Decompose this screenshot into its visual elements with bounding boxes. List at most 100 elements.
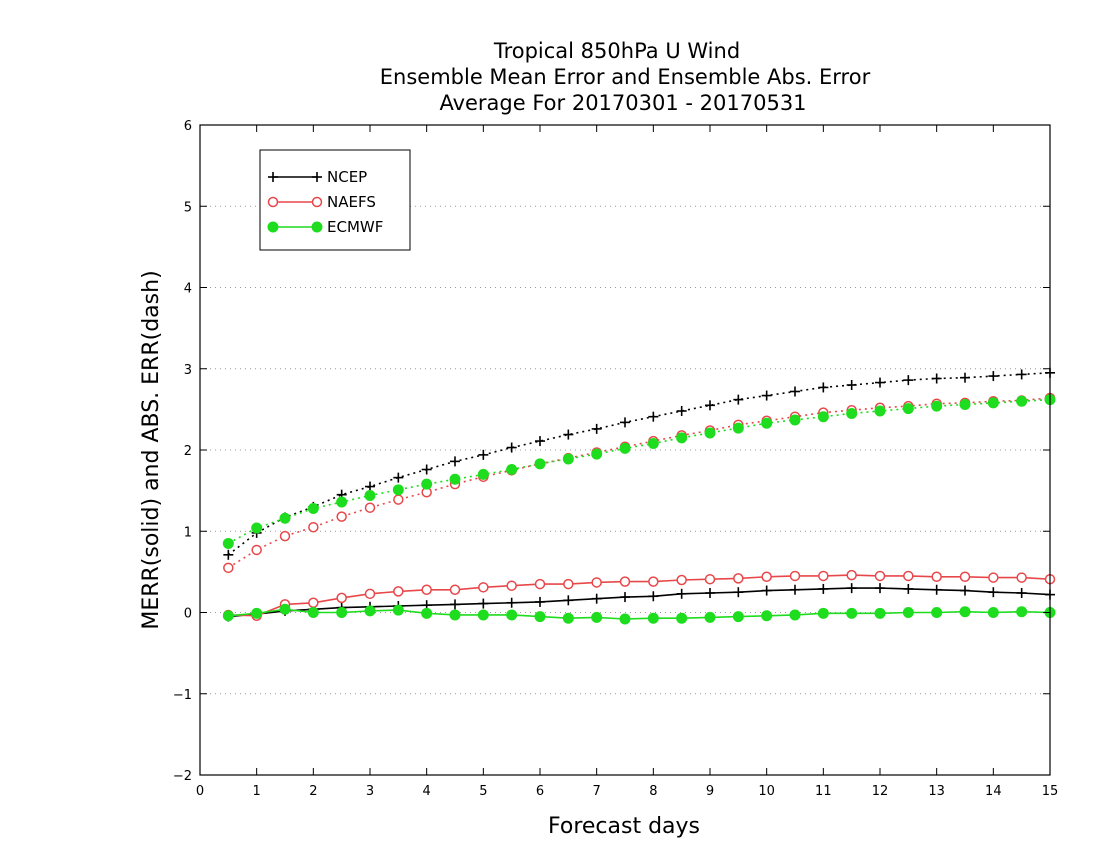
ecmwf-abs-error-series — [222, 394, 1056, 549]
ncep-data-point — [535, 436, 545, 447]
ecmwf-data-point — [676, 432, 688, 444]
ecmwf-data-point — [789, 609, 801, 621]
naefs-data-point — [931, 571, 942, 582]
ecmwf-data-point — [506, 464, 518, 475]
y-tick-label: 0 — [184, 607, 192, 622]
legend-item-ecmwf: ECMWF — [267, 218, 383, 236]
ncep-data-point — [790, 584, 800, 595]
ncep-data-point — [620, 417, 630, 428]
ecmwf-data-point — [534, 611, 546, 623]
x-tick-label: 8 — [649, 784, 657, 799]
ncep-data-point — [875, 377, 885, 388]
x-tick-label: 3 — [366, 784, 374, 799]
ncep-mean-error-series — [223, 583, 1055, 622]
ecmwf-data-point — [392, 484, 404, 496]
ncep-data-point — [846, 380, 857, 390]
ncep-data-point — [421, 464, 432, 475]
ecmwf-data-point — [902, 403, 914, 415]
x-tick-label: 12 — [872, 784, 889, 799]
ecmwf-data-point — [959, 606, 971, 618]
ecmwf-data-point — [222, 610, 234, 622]
ecmwf-data-point — [279, 512, 291, 524]
ecmwf-data-point — [931, 400, 943, 412]
y-tick-label: 4 — [184, 282, 192, 297]
y-tick-label: −1 — [173, 688, 192, 703]
legend-label-ncep: NCEP — [327, 168, 367, 186]
ecmwf-data-point — [222, 537, 234, 549]
naefs-data-point — [251, 544, 262, 556]
ncep-data-point — [648, 411, 659, 422]
ecmwf-mean-error-line — [228, 608, 1051, 620]
ecmwf-data-point — [846, 407, 858, 419]
ncep-abs-error-series — [223, 367, 1055, 560]
legend-marker-left — [268, 172, 278, 182]
x-tick-label: 14 — [985, 784, 1002, 799]
ecmwf-data-point — [562, 612, 574, 624]
naefs-data-point — [421, 584, 432, 595]
naefs-data-point — [704, 573, 716, 585]
ncep-data-point — [960, 585, 970, 596]
chart-title-line-3: Average For 20170301 - 20170531 — [439, 91, 806, 115]
legend-item-naefs: NAEFS — [267, 193, 376, 211]
ncep-data-point — [676, 406, 687, 416]
x-tick-label: 7 — [593, 784, 601, 799]
ecmwf-data-point — [676, 612, 688, 624]
x-axis-label: Forecast days — [548, 814, 700, 839]
naefs-data-point — [619, 576, 631, 587]
ecmwf-data-point — [817, 411, 829, 423]
ncep-data-point — [676, 588, 687, 599]
ncep-data-point — [591, 593, 602, 604]
naefs-data-point — [279, 530, 291, 542]
ecmwf-data-point — [477, 468, 489, 480]
ecmwf-mean-error-series — [222, 603, 1056, 625]
naefs-data-point — [988, 572, 999, 583]
legend: NCEP NAEFS ECMWF — [259, 149, 411, 251]
legend-marker-left — [267, 196, 279, 208]
y-axis-label: MERR(solid) and ABS. ERR(dash) — [139, 270, 164, 629]
chart-title: Tropical 850hPa U Wind Ensemble Mean Err… — [380, 39, 871, 115]
ncep-data-point — [620, 592, 630, 603]
ecmwf-data-point — [449, 473, 461, 485]
naefs-data-point — [591, 577, 602, 588]
naefs-data-point — [506, 580, 517, 591]
y-tick-label: −2 — [173, 769, 192, 784]
ncep-data-point — [450, 599, 460, 610]
ncep-data-point — [450, 456, 460, 467]
ecmwf-data-point — [336, 607, 348, 618]
ecmwf-data-point — [987, 397, 999, 409]
ncep-data-point — [563, 595, 574, 606]
ncep-data-point — [365, 481, 375, 492]
ecmwf-data-point — [449, 609, 461, 621]
ecmwf-data-point — [732, 422, 744, 434]
ncep-data-point — [478, 449, 489, 460]
ncep-data-point — [393, 472, 404, 483]
ncep-data-point — [733, 587, 744, 598]
ecmwf-data-point — [591, 611, 603, 623]
ecmwf-data-point — [874, 607, 886, 619]
ecmwf-data-point — [534, 458, 546, 470]
naefs-data-point — [223, 562, 234, 574]
legend-marker-right — [312, 172, 322, 182]
ncep-data-point — [506, 597, 517, 608]
y-tick-label: 5 — [184, 200, 192, 215]
x-tick-label: 5 — [479, 784, 487, 799]
ncep-data-point — [1016, 588, 1027, 598]
ecmwf-data-point — [1016, 606, 1028, 618]
ecmwf-data-point — [846, 607, 858, 619]
naefs-data-point — [818, 570, 829, 582]
ecmwf-data-point — [619, 442, 631, 454]
ecmwf-data-point — [307, 503, 319, 514]
chart-title-line-1: Tropical 850hPa U Wind — [493, 39, 740, 63]
ncep-data-point — [733, 394, 744, 405]
ecmwf-data-point — [251, 607, 263, 619]
ecmwf-data-point — [364, 605, 376, 617]
ecmwf-data-point — [647, 612, 659, 624]
x-tick-label: 1 — [253, 784, 261, 799]
ncep-data-point — [223, 549, 234, 560]
ecmwf-data-point — [506, 609, 518, 621]
naefs-mean-error-line — [228, 574, 1051, 617]
ncep-data-point — [563, 429, 574, 440]
ncep-data-point — [1016, 369, 1027, 380]
